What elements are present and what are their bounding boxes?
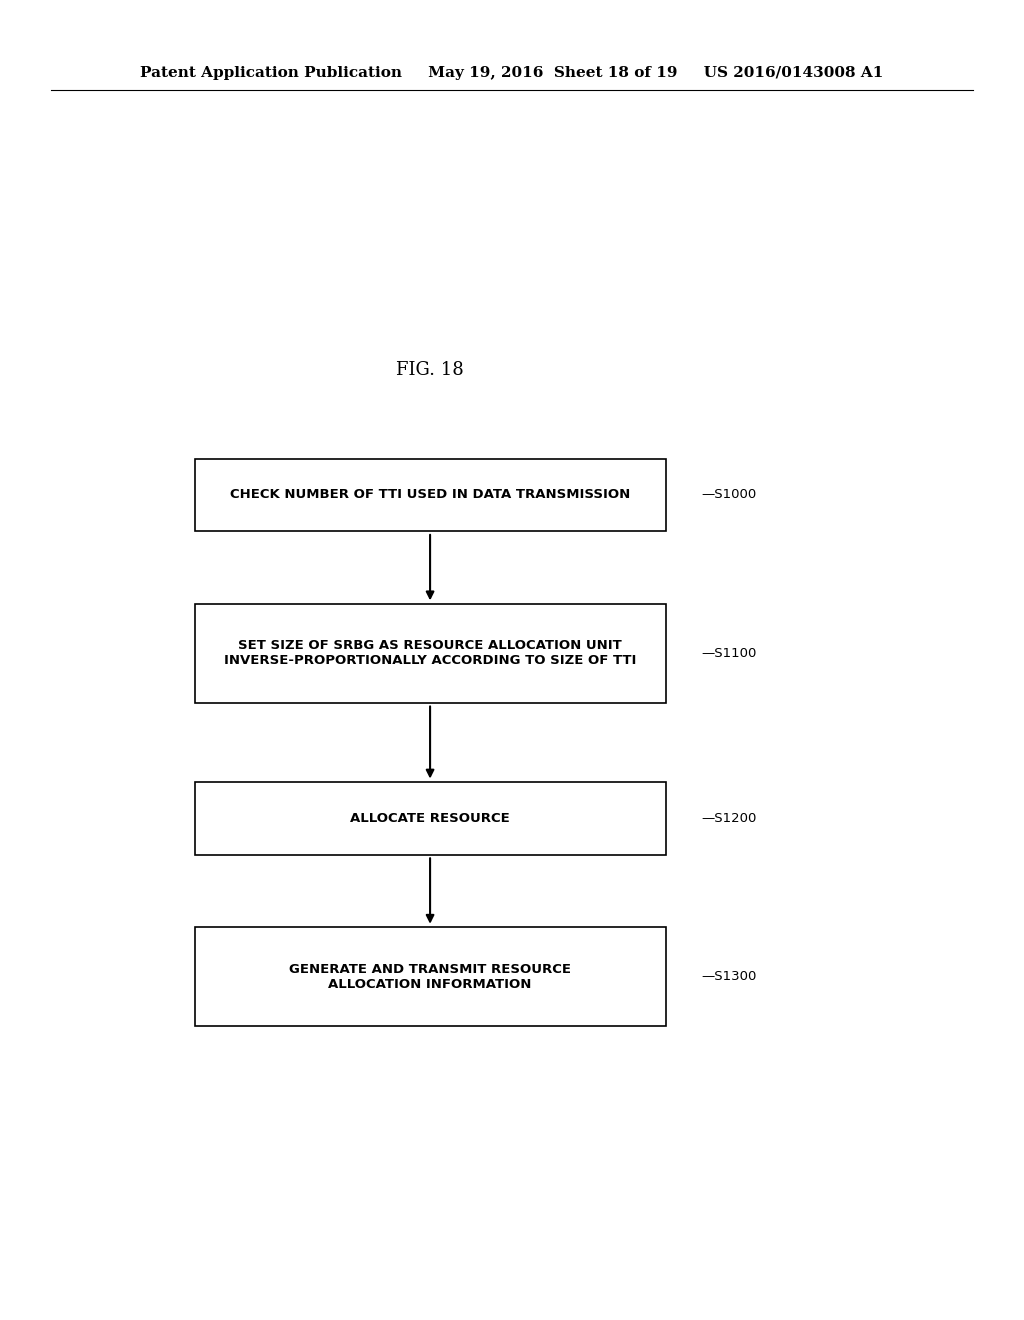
Text: —S1300: —S1300 (701, 970, 757, 983)
Text: Patent Application Publication     May 19, 2016  Sheet 18 of 19     US 2016/0143: Patent Application Publication May 19, 2… (140, 66, 884, 79)
FancyBboxPatch shape (195, 781, 666, 855)
Text: FIG. 18: FIG. 18 (396, 360, 464, 379)
Text: —S1200: —S1200 (701, 812, 757, 825)
Text: ALLOCATE RESOURCE: ALLOCATE RESOURCE (350, 812, 510, 825)
FancyBboxPatch shape (195, 458, 666, 531)
Text: —S1100: —S1100 (701, 647, 757, 660)
Text: GENERATE AND TRANSMIT RESOURCE
ALLOCATION INFORMATION: GENERATE AND TRANSMIT RESOURCE ALLOCATIO… (289, 962, 571, 991)
Text: —S1000: —S1000 (701, 488, 757, 502)
Text: SET SIZE OF SRBG AS RESOURCE ALLOCATION UNIT
INVERSE-PROPORTIONALLY ACCORDING TO: SET SIZE OF SRBG AS RESOURCE ALLOCATION … (224, 639, 636, 668)
FancyBboxPatch shape (195, 605, 666, 702)
Text: CHECK NUMBER OF TTI USED IN DATA TRANSMISSION: CHECK NUMBER OF TTI USED IN DATA TRANSMI… (230, 488, 630, 502)
FancyBboxPatch shape (195, 927, 666, 1027)
